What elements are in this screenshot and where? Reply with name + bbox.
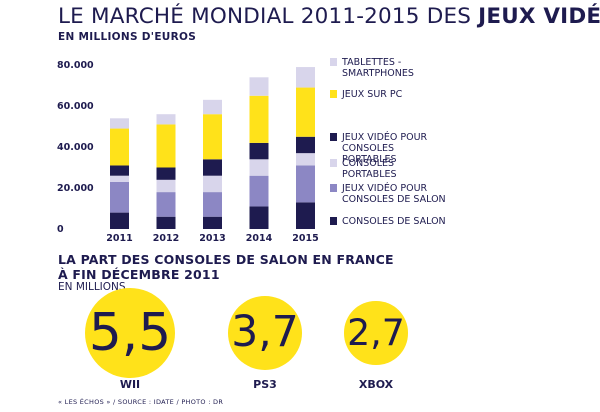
bar-segment-2013-s2 (203, 175, 222, 193)
legend-swatch-1 (330, 184, 337, 192)
bubble-ps3: 3,7 (228, 296, 302, 370)
bubble-value-xbox: 2,7 (347, 311, 405, 355)
y-tick-label: 0 (57, 224, 64, 235)
bar-segment-2012-s3 (156, 167, 176, 180)
bubble-value-ps3: 3,7 (231, 308, 299, 358)
bar-segment-2012-s0 (156, 216, 176, 229)
bubble-xbox: 2,7 (344, 301, 408, 365)
bar-segment-2015-s5 (296, 67, 315, 88)
legend-swatch-3 (330, 133, 337, 141)
legend-swatch-4 (330, 90, 337, 98)
bar-segment-2015-s3 (296, 136, 315, 154)
bar-segment-2013-s4 (203, 114, 222, 160)
bar-segment-2011-s2 (110, 175, 129, 182)
y-tick-label: 80.000 (57, 60, 94, 71)
legend-swatch-0 (330, 217, 337, 225)
section-title-line-2: À FIN DÉCEMBRE 2011 (58, 267, 220, 282)
legend-label-4: JEUX SUR PC (341, 89, 403, 100)
legend-swatch-2 (330, 159, 337, 167)
legend-label-3: JEUX VIDÉO POUR (341, 131, 428, 143)
section-title: LA PART DES CONSOLES DE SALON EN FRANCE … (58, 252, 394, 282)
legend-label-5: SMARTPHONES (342, 68, 414, 79)
bar-segment-2014-s4 (249, 95, 269, 143)
bar-segment-2011-s5 (110, 118, 129, 129)
bar-segment-2012-s1 (156, 192, 176, 217)
x-tick-label-2012: 2012 (153, 233, 179, 244)
bar-segment-2011-s1 (110, 181, 129, 213)
x-tick-label-2014: 2014 (246, 233, 273, 244)
bar-segment-2011-s3 (110, 165, 129, 176)
bar-segment-2012-s5 (156, 114, 176, 125)
bar-segment-2012-s2 (156, 179, 176, 193)
bubble-label-ps3: PS3 (253, 378, 277, 391)
bar-segment-2011-s4 (110, 128, 129, 166)
legend-label-3: CONSOLES (342, 143, 394, 154)
bar-segment-2014-s5 (249, 77, 269, 96)
bubble-wii: 5,5 (85, 288, 175, 378)
bubble-label-wii: WII (119, 378, 141, 391)
bar-segment-2013-s3 (203, 159, 222, 176)
bar-segment-2013-s5 (203, 99, 222, 115)
bar-segment-2015-s0 (296, 202, 315, 229)
legend-label-2: PORTABLES (342, 169, 397, 180)
y-tick-label: 40.000 (57, 142, 94, 153)
x-tick-label-2015: 2015 (292, 233, 318, 244)
bar-segment-2015-s4 (296, 87, 315, 137)
legend-label-1: CONSOLES DE SALON (342, 194, 446, 205)
bubble-value-wii: 5,5 (88, 303, 172, 363)
bar-segment-2015-s2 (296, 153, 315, 166)
stacked-bar-chart: 0 20.000 40.000 60.000 80.000 2011 2012 2013 201… (57, 57, 446, 244)
bar-segment-2013-s1 (203, 192, 222, 217)
bar-segment-2011-s0 (110, 212, 129, 229)
legend-swatch-5 (330, 58, 337, 66)
bar-segment-2014-s2 (249, 159, 269, 176)
y-tick-label: 60.000 (57, 101, 94, 112)
y-axis-unit-label: EN MILLIONS D'EUROS (58, 31, 197, 43)
legend-label-2: CONSOLES (342, 158, 394, 169)
legend-label-0: CONSOLES DE SALON (342, 216, 446, 227)
bar-segment-2013-s0 (203, 216, 222, 229)
legend-label-1: JEUX VIDÉO POUR (341, 182, 428, 194)
x-tick-label-2013: 2013 (199, 233, 225, 244)
legend-label-5: TABLETTES - (341, 57, 401, 68)
y-tick-label: 20.000 (57, 183, 94, 194)
bar-segment-2014-s0 (249, 206, 269, 229)
legend-label-3: PORTABLES (342, 154, 397, 165)
bubble-label-xbox: XBOX (358, 378, 394, 391)
bar-segment-2015-s1 (296, 165, 315, 203)
chart-title: LE MARCHÉ MONDIAL 2011-2015 DES JEUX VID… (58, 4, 600, 29)
section-unit: EN MILLIONS (58, 281, 126, 293)
bar-segment-2014-s3 (249, 142, 269, 160)
bar-segment-2014-s1 (249, 175, 269, 207)
bar-segment-2012-s4 (156, 124, 176, 168)
x-tick-label-2011: 2011 (106, 233, 132, 244)
section-title-line-1: LA PART DES CONSOLES DE SALON EN FRANCE (58, 252, 394, 267)
source-credit: « LES ÉCHOS » / SOURCE : IDATE / PHOTO :… (58, 398, 224, 406)
